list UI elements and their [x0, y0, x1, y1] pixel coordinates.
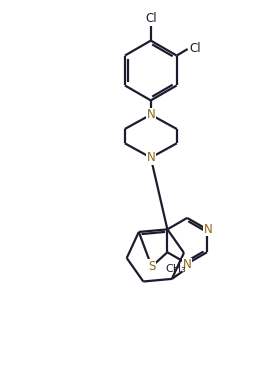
Text: CH₃: CH₃	[165, 264, 186, 274]
Text: Cl: Cl	[145, 12, 157, 25]
Text: N: N	[146, 151, 155, 164]
Text: N: N	[183, 258, 192, 272]
Text: S: S	[148, 260, 155, 273]
Text: N: N	[204, 223, 213, 236]
Text: N: N	[146, 108, 155, 121]
Text: Cl: Cl	[190, 42, 201, 55]
